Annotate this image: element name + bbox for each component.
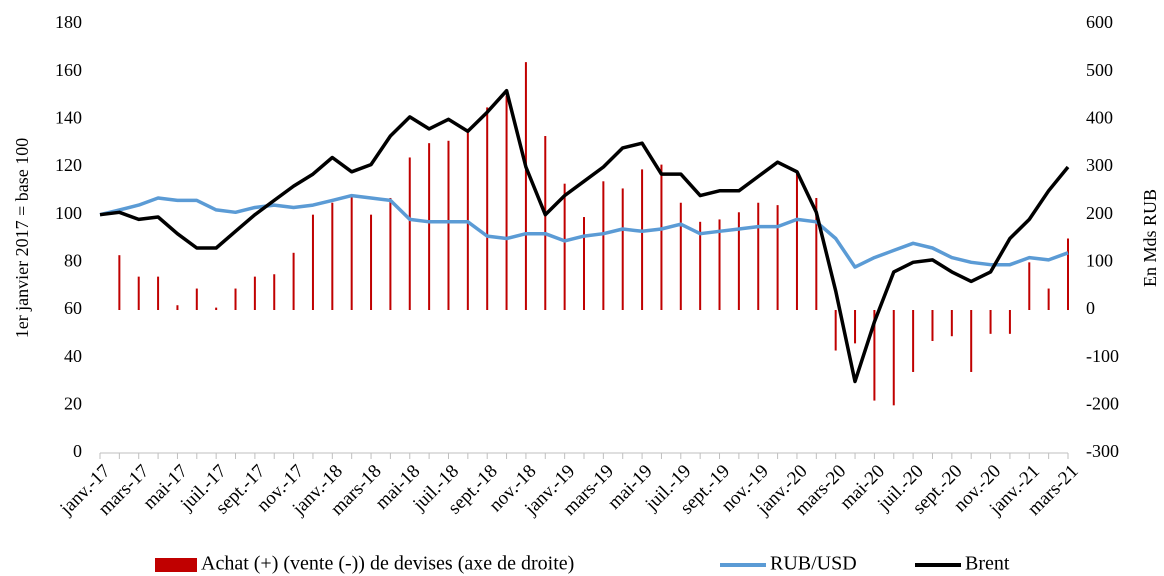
y-tick-label: 40 [64, 346, 82, 366]
bar [273, 274, 276, 310]
bar [718, 219, 721, 310]
bar [834, 310, 837, 351]
bar [215, 307, 218, 310]
bar [641, 169, 644, 310]
bar [447, 140, 450, 310]
bar [505, 95, 508, 310]
bar [331, 202, 334, 310]
bar [292, 252, 295, 310]
y2-tick-label: 500 [1086, 60, 1113, 80]
bar [118, 255, 121, 310]
y-tick-label: 120 [55, 155, 82, 175]
bar [234, 288, 237, 310]
legend-label: RUB/USD [770, 553, 857, 575]
bar [989, 310, 992, 334]
bar [679, 202, 682, 310]
line [99, 88, 1070, 384]
bar [621, 188, 624, 310]
bar [428, 143, 431, 310]
y-tick-label: 100 [55, 203, 82, 223]
bar [466, 128, 469, 310]
bar [137, 276, 140, 310]
y2-tick-label: 100 [1086, 250, 1113, 270]
bar [776, 205, 779, 310]
bar [1047, 288, 1050, 310]
y2-tick-label: 400 [1086, 107, 1113, 127]
y-tick-label: 20 [64, 393, 82, 413]
y-tick-label: 140 [55, 107, 82, 127]
bar [892, 310, 895, 406]
bar [660, 164, 663, 310]
legend-label: Brent [965, 553, 1010, 575]
bar [950, 310, 953, 337]
y2-tick-label: 200 [1086, 203, 1113, 223]
bar [544, 136, 547, 310]
y2-tick-label: 300 [1086, 155, 1113, 175]
bar [563, 183, 566, 310]
y2-tick-label: -300 [1086, 441, 1119, 461]
bar [1028, 262, 1031, 310]
bar [389, 197, 392, 310]
bar [854, 310, 857, 344]
y2-axis-label: En Mds RUB [1140, 189, 1160, 287]
bar [757, 202, 760, 310]
bar [815, 197, 818, 310]
bar [1067, 238, 1069, 310]
legend-label: Achat (+) (vente (-)) de devises (axe de… [201, 553, 574, 575]
bar [795, 171, 798, 310]
line [99, 193, 1069, 269]
y-tick-label: 160 [55, 60, 82, 80]
y2-tick-label: -200 [1086, 393, 1119, 413]
bar [583, 217, 585, 310]
bar [737, 212, 740, 310]
y-tick-label: 60 [64, 298, 82, 318]
bar [311, 214, 314, 310]
bar [931, 310, 934, 341]
y-axis-label: 1er janvier 2017 = base 100 [12, 138, 32, 339]
bar [195, 288, 198, 310]
bar [370, 214, 373, 310]
bar [176, 305, 179, 310]
bar [1008, 310, 1011, 334]
bar [486, 107, 489, 311]
bar [602, 181, 605, 310]
bar [524, 62, 527, 311]
y2-tick-label: 0 [1086, 298, 1095, 318]
y2-tick-label: 600 [1086, 12, 1113, 32]
y-tick-label: 80 [64, 250, 82, 270]
bar [873, 310, 876, 401]
y-tick-label: 180 [55, 12, 82, 32]
legend-swatch [155, 558, 197, 572]
y-tick-label: 0 [73, 441, 82, 461]
y2-tick-label: -100 [1086, 346, 1119, 366]
bar [912, 310, 915, 372]
bar [350, 195, 353, 310]
bar [253, 276, 256, 310]
bar [157, 276, 160, 310]
bar [970, 310, 973, 372]
bar [408, 157, 411, 310]
bar [699, 221, 702, 310]
